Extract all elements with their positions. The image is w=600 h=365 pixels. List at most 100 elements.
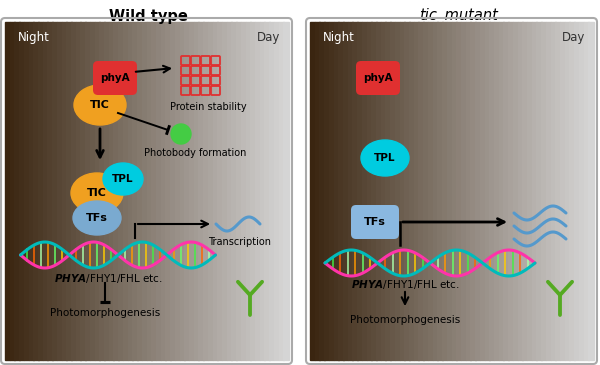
Bar	[324, 22, 329, 360]
Bar	[156, 22, 161, 360]
Bar	[274, 22, 279, 360]
Bar	[199, 22, 203, 360]
Bar	[146, 22, 152, 360]
Bar	[588, 22, 593, 360]
Bar	[508, 22, 514, 360]
Text: $\bfit{PHYA}$/FHY1/FHL etc.: $\bfit{PHYA}$/FHY1/FHL etc.	[350, 278, 460, 291]
Bar	[518, 22, 523, 360]
FancyBboxPatch shape	[93, 61, 137, 95]
Circle shape	[171, 124, 191, 144]
Bar	[560, 22, 565, 360]
Bar	[260, 22, 265, 360]
Bar	[551, 22, 556, 360]
Bar	[466, 22, 471, 360]
Bar	[447, 22, 452, 360]
Bar	[80, 22, 86, 360]
Bar	[348, 22, 353, 360]
Bar	[584, 22, 589, 360]
Bar	[142, 22, 147, 360]
Bar	[338, 22, 344, 360]
Bar	[19, 22, 25, 360]
Bar	[409, 22, 414, 360]
Bar	[34, 22, 38, 360]
Bar	[352, 22, 358, 360]
Bar	[175, 22, 180, 360]
Bar	[329, 22, 334, 360]
Bar	[29, 22, 34, 360]
Bar	[47, 22, 53, 360]
Bar	[499, 22, 504, 360]
Bar	[376, 22, 381, 360]
Text: TFs: TFs	[86, 213, 108, 223]
Bar	[362, 22, 367, 360]
Bar	[62, 22, 67, 360]
Text: Photomorphogenesis: Photomorphogenesis	[50, 308, 160, 318]
Text: phyA: phyA	[100, 73, 130, 83]
Bar	[118, 22, 124, 360]
Bar	[203, 22, 208, 360]
Bar	[367, 22, 372, 360]
Bar	[113, 22, 119, 360]
Bar	[357, 22, 362, 360]
Bar	[189, 22, 194, 360]
Bar	[278, 22, 284, 360]
Bar	[569, 22, 575, 360]
Text: TIC: TIC	[87, 188, 107, 198]
Bar	[452, 22, 457, 360]
Bar	[532, 22, 537, 360]
Text: Wild type: Wild type	[109, 8, 187, 23]
Bar	[489, 22, 494, 360]
Bar	[227, 22, 232, 360]
Bar	[241, 22, 246, 360]
Bar	[485, 22, 490, 360]
Bar	[565, 22, 570, 360]
Bar	[283, 22, 289, 360]
Bar	[128, 22, 133, 360]
Bar	[579, 22, 584, 360]
Bar	[522, 22, 527, 360]
Ellipse shape	[361, 140, 409, 176]
Bar	[513, 22, 518, 360]
Bar	[423, 22, 428, 360]
Bar	[343, 22, 348, 360]
Bar	[100, 22, 104, 360]
Text: Protein stability: Protein stability	[170, 102, 247, 112]
Bar	[222, 22, 227, 360]
Text: mutant: mutant	[440, 8, 498, 23]
Text: Night: Night	[323, 31, 355, 43]
Bar	[232, 22, 236, 360]
Bar	[24, 22, 29, 360]
Text: Night: Night	[18, 31, 50, 43]
Bar	[161, 22, 166, 360]
Bar	[52, 22, 58, 360]
Bar	[217, 22, 223, 360]
Bar	[137, 22, 142, 360]
Bar	[546, 22, 551, 360]
Bar	[503, 22, 509, 360]
Bar	[179, 22, 185, 360]
Bar	[236, 22, 241, 360]
Bar	[381, 22, 386, 360]
Bar	[71, 22, 76, 360]
Bar	[541, 22, 547, 360]
Text: Photomorphogenesis: Photomorphogenesis	[350, 315, 460, 325]
Ellipse shape	[71, 173, 123, 213]
Bar	[536, 22, 542, 360]
Bar	[38, 22, 43, 360]
Bar	[574, 22, 580, 360]
Text: TIC: TIC	[90, 100, 110, 110]
Bar	[95, 22, 100, 360]
Bar	[555, 22, 560, 360]
Bar	[475, 22, 481, 360]
Text: TFs: TFs	[364, 217, 386, 227]
Bar	[151, 22, 157, 360]
Bar	[250, 22, 256, 360]
Bar	[170, 22, 175, 360]
Bar	[212, 22, 218, 360]
Bar	[334, 22, 339, 360]
Bar	[319, 22, 325, 360]
Bar	[470, 22, 476, 360]
Bar	[400, 22, 405, 360]
FancyBboxPatch shape	[351, 205, 399, 239]
Bar	[414, 22, 419, 360]
